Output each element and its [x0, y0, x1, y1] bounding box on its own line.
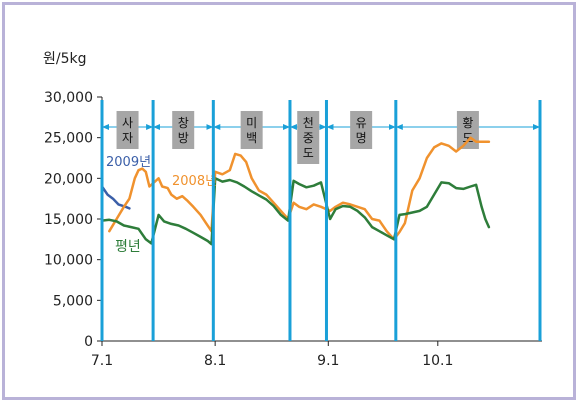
price-line-chart: 원/5kg 0 5,000 10,000 15,000 20,000 25,000 30,00…	[43, 51, 542, 369]
period-label-line: 미	[246, 116, 257, 130]
period-label-box	[116, 111, 139, 149]
period-label-box	[240, 111, 263, 149]
period-label-box	[350, 111, 373, 149]
period-label-box	[172, 111, 195, 149]
y-axis-label: 원/5kg	[43, 51, 87, 67]
y-tick-label: 15,000	[44, 212, 93, 228]
period-label-line: 명	[356, 131, 367, 145]
period-label-line: 도	[462, 131, 473, 145]
series-line-2	[100, 177, 491, 246]
period-label-line: 유	[356, 116, 367, 130]
period-label-line: 황	[462, 116, 473, 130]
period-label-line: 천	[303, 115, 314, 130]
x-tick-label: 10.1	[422, 353, 453, 369]
period-label-line: 방	[178, 131, 189, 145]
period-label-line: 도	[303, 146, 314, 160]
x-tick-label: 9.1	[317, 353, 339, 369]
y-tick-label: 5,000	[53, 293, 93, 309]
period-label-line: 자	[122, 131, 133, 145]
y-tick-label: 10,000	[44, 253, 93, 269]
y-tick-label: 20,000	[44, 171, 93, 187]
series-line-1	[108, 136, 491, 241]
period-label-line: 사	[122, 116, 133, 130]
y-tick-label: 25,000	[44, 131, 93, 147]
period-label-box	[297, 111, 320, 164]
x-tick-label: 7.1	[91, 353, 113, 369]
series-label-1: 2008년	[172, 174, 217, 189]
series-label-0: 2009년	[106, 155, 151, 170]
period-label-line: 중	[303, 131, 314, 145]
period-label-line: 백	[246, 131, 257, 145]
y-tick-label: 30,000	[44, 90, 93, 106]
series-line-0	[100, 185, 131, 210]
period-label-line: 창	[178, 116, 189, 130]
series-label-2: 평년	[115, 239, 141, 255]
y-tick-label: 0	[84, 334, 93, 350]
x-tick-label: 8.1	[204, 353, 226, 369]
